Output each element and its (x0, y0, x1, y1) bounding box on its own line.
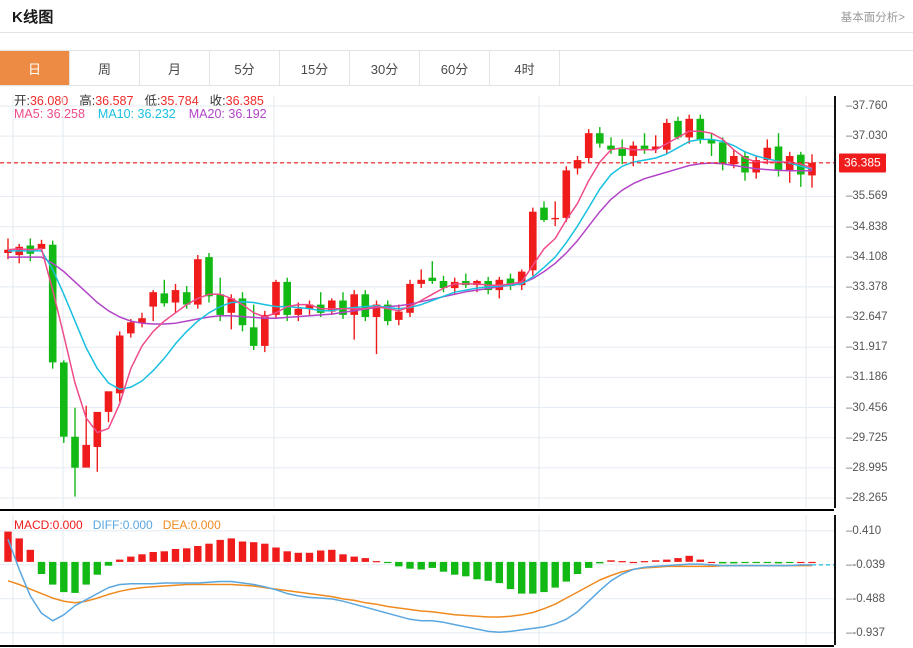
close-label: 收: (209, 94, 226, 108)
candlestick-canvas[interactable] (0, 96, 834, 508)
diff-label: DIFF: (92, 518, 123, 532)
price-axis: –37.760 –37.030 36.385 –35.569 –34.838 –34.10… (834, 96, 913, 508)
candlestick-chart[interactable] (0, 96, 834, 508)
tab-4[interactable]: 15分 (280, 51, 350, 85)
macd-value: 0.000 (52, 518, 83, 532)
pane-divider (0, 509, 834, 511)
dea-value: 0.000 (190, 518, 221, 532)
ma10-value: 36.232 (137, 107, 176, 121)
price-tick-label: –31.186 (846, 371, 888, 384)
macd-label: MACD: (14, 518, 53, 532)
price-tick-label: –34.108 (846, 250, 888, 263)
header-divider (0, 32, 913, 33)
tab-7[interactable]: 4时 (490, 51, 560, 85)
macd-tick-label: –-0.488 (846, 592, 886, 605)
tab-1[interactable]: 周 (70, 51, 140, 85)
high-value: 36.587 (95, 94, 134, 108)
ma5-value: 36.258 (46, 107, 85, 121)
macd-bottom-border (0, 645, 834, 647)
price-tick-label: –35.569 (846, 190, 888, 203)
tab-3[interactable]: 5分 (210, 51, 280, 85)
macd-tick-label: –-0.937 (846, 626, 886, 639)
tab-6[interactable]: 60分 (420, 51, 490, 85)
price-tick-label: –28.995 (846, 461, 888, 474)
ohlc-readout: 开:36.080 高:36.587 低:35.784 收:36.385 (14, 90, 275, 109)
diff-value: 0.000 (122, 518, 153, 532)
price-tick-label: –33.378 (846, 280, 888, 293)
tab-0[interactable]: 日 (0, 51, 70, 85)
macd-canvas[interactable] (0, 515, 834, 645)
price-tick-label: –30.456 (846, 401, 888, 414)
low-label: 低: (144, 94, 161, 108)
ma20-value: 36.192 (228, 107, 267, 121)
macd-chart[interactable]: MACD:0.000 DIFF:0.000 DEA:0.000 (0, 515, 834, 645)
period-tab-bar: 日周月 5分 15分 30分 60分 4时 (0, 50, 913, 86)
tab-5[interactable]: 30分 (350, 51, 420, 85)
moving-average-readout: MA5: 36.258 MA10: 36.232 MA20: 36.192 (14, 107, 267, 121)
price-tick-label: –31.917 (846, 341, 888, 354)
tab-2[interactable]: 月 (140, 51, 210, 85)
tab-bar-filler (560, 51, 913, 85)
quote-readout: 开:36.080 高:36.587 低:35.784 收:36.385 MA5: 36… (0, 90, 913, 126)
price-tick-label: –32.647 (846, 311, 888, 324)
low-value: 35.784 (160, 94, 199, 108)
close-value: 36.385 (225, 94, 264, 108)
ma10-label: MA10: (97, 107, 135, 121)
page-header: K线图 基本面分析> (0, 0, 913, 32)
price-axis-spine (834, 96, 836, 508)
price-tick-label: –34.838 (846, 220, 888, 233)
open-value: 36.080 (29, 94, 69, 108)
price-tick-label: –37.760 (846, 100, 888, 112)
page-title: K线图 (12, 9, 54, 26)
fundamental-analysis-link[interactable]: 基本面分析> (840, 12, 905, 24)
ma20-label: MA20: (188, 107, 225, 121)
price-tick-label: –37.030 (846, 130, 888, 143)
macd-axis: –0.410 –-0.039 –-0.488 –-0.937 (834, 515, 913, 645)
macd-readout: MACD:0.000 DIFF:0.000 DEA:0.000 (14, 518, 221, 532)
macd-tick-label: –0.410 (846, 524, 882, 537)
ma5-label: MA5: (14, 107, 44, 121)
price-tick-label: –28.265 (846, 492, 888, 504)
dea-label: DEA: (162, 518, 191, 532)
price-tick-label: –29.725 (846, 431, 888, 444)
current-price-tick: 36.385 (839, 153, 886, 173)
open-label: 开: (14, 94, 30, 108)
macd-axis-spine (834, 515, 836, 645)
macd-tick-label: –-0.039 (846, 558, 886, 571)
high-label: 高: (79, 94, 96, 108)
